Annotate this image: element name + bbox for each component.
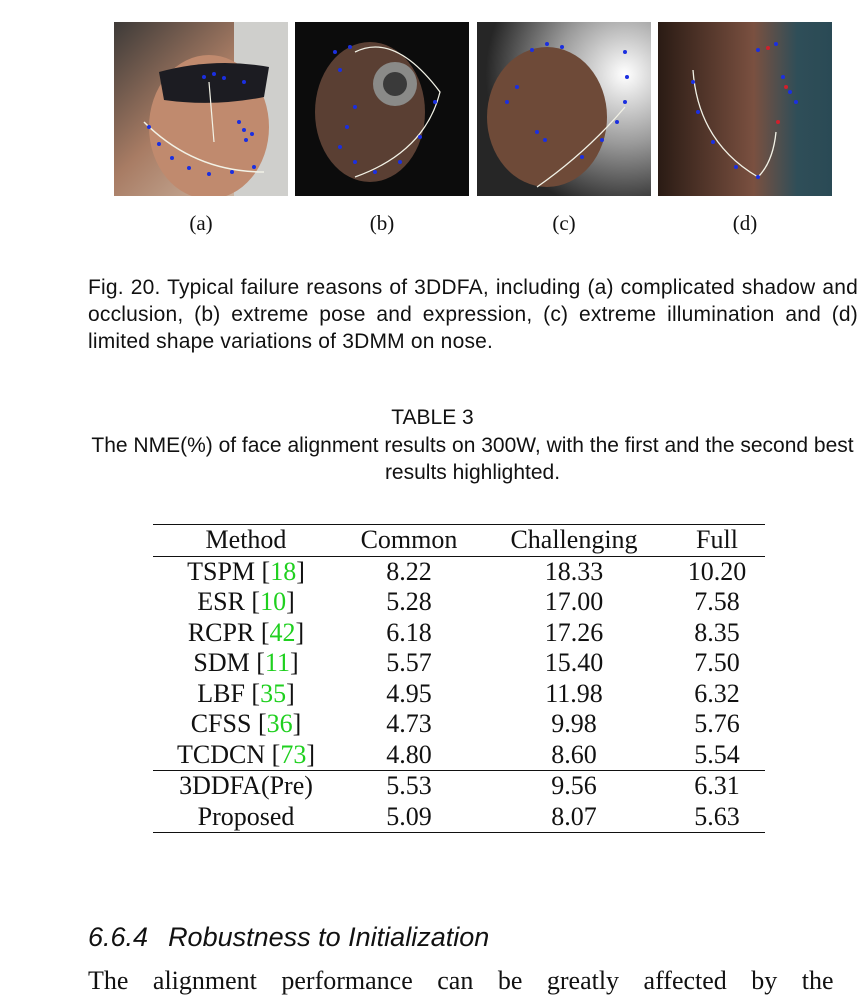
method-cell: RCPR [42] — [187, 617, 305, 647]
full-value: 10.20 — [687, 556, 747, 586]
common-value: 5.28 — [386, 587, 432, 616]
challenging-value: 8.07 — [551, 801, 597, 831]
full-value: 7.50 — [694, 648, 740, 677]
method-cell: TSPM [18] — [187, 556, 305, 586]
method-name: LBF — [197, 678, 245, 708]
method-cell: TCDCN [73] — [177, 739, 315, 769]
challenging-value: 9.56 — [551, 771, 597, 800]
full-value: 8.35 — [694, 617, 740, 647]
citation-link[interactable]: 11 — [264, 648, 290, 677]
method-name: SDM — [193, 648, 250, 677]
table-row: 3DDFA(Pre) 5.53 9.56 6.31 — [153, 770, 765, 802]
method-name: TSPM — [187, 556, 256, 586]
method-name: Proposed — [197, 801, 295, 831]
challenging-value: 8.60 — [551, 739, 597, 769]
citation-link[interactable]: 18 — [270, 556, 297, 586]
common-value: 8.22 — [386, 556, 432, 586]
full-value: 6.31 — [694, 771, 740, 800]
table-row: CFSS [36] 4.73 9.98 5.76 — [153, 709, 765, 740]
method-name: ESR — [197, 587, 245, 616]
method-name: TCDCN — [177, 739, 266, 769]
subfigure-label-c: (c) — [552, 211, 576, 235]
table-row: TSPM [18] 8.22 18.33 10.20 — [153, 556, 765, 587]
full-value: 5.63 — [694, 801, 740, 831]
method-cell: LBF [35] — [197, 678, 295, 708]
subfigure-c-image — [477, 22, 651, 196]
common-value: 5.53 — [386, 771, 432, 800]
table-row: TCDCN [73] 4.80 8.60 5.54 — [153, 740, 765, 771]
subfigure-a-image — [114, 22, 288, 196]
method-name: CFSS — [190, 709, 252, 738]
method-cell: 3DDFA(Pre) — [153, 771, 339, 802]
method-name: 3DDFA(Pre) — [179, 771, 313, 800]
full-value: 5.76 — [694, 709, 740, 738]
section-number: 6.6.4 — [88, 922, 149, 952]
subfigure-label-b: (b) — [369, 211, 395, 235]
table-row: SDM [11] 5.57 15.40 7.50 — [153, 648, 765, 679]
method-cell: ESR [10] — [197, 587, 295, 616]
subfigure-b-image — [295, 22, 469, 196]
common-value: 4.95 — [386, 678, 432, 708]
full-value: 5.54 — [694, 739, 740, 769]
table-row: Proposed 5.09 8.07 5.63 — [153, 802, 765, 833]
citation-link[interactable]: 36 — [266, 709, 293, 738]
challenging-value: 17.00 — [544, 587, 604, 616]
subfigure-label-a: (a) — [189, 211, 213, 235]
common-value: 5.57 — [386, 648, 432, 677]
challenging-value: 18.33 — [544, 556, 604, 586]
column-header: Common — [360, 525, 458, 554]
challenging-value: 9.98 — [551, 709, 597, 738]
challenging-value: 15.40 — [544, 648, 604, 677]
challenging-value: 11.98 — [545, 678, 603, 708]
table-label: TABLE 3 — [391, 406, 474, 429]
common-value: 6.18 — [386, 617, 432, 647]
table-row: ESR [10] 5.28 17.00 7.58 — [153, 587, 765, 618]
table-row: LBF [35] 4.95 11.98 6.32 — [153, 679, 765, 710]
section-body-text: The alignment performance can be greatly… — [88, 966, 834, 995]
citation-link[interactable]: 10 — [260, 587, 287, 616]
subfigure-d-image — [658, 22, 832, 196]
citation-link[interactable]: 73 — [280, 739, 307, 769]
table-header-row: Method Common Challenging Full — [153, 524, 765, 556]
figure-caption: Fig. 20. Typical failure reasons of 3DDF… — [88, 276, 858, 353]
citation-link[interactable]: 35 — [260, 678, 287, 708]
results-table: Method Common Challenging Full TSPM [18]… — [153, 524, 765, 833]
column-header: Challenging — [510, 525, 638, 554]
common-value: 4.80 — [386, 739, 432, 769]
common-value: 5.09 — [386, 801, 432, 831]
citation-link[interactable]: 42 — [269, 617, 296, 647]
method-cell: Proposed — [153, 802, 339, 833]
common-value: 4.73 — [386, 709, 432, 738]
method-name: RCPR — [187, 617, 255, 647]
table-caption: The NME(%) of face alignment results on … — [91, 434, 854, 484]
section-title: Robustness to Initialization — [168, 922, 490, 952]
table-row: RCPR [42] 6.18 17.26 8.35 — [153, 618, 765, 649]
method-cell: SDM [11] — [193, 648, 299, 677]
method-cell: CFSS [36] — [190, 709, 302, 738]
subfigure-label-d: (d) — [732, 211, 758, 235]
challenging-value: 17.26 — [544, 617, 604, 647]
column-header: Full — [696, 525, 738, 554]
full-value: 6.32 — [694, 678, 740, 708]
full-value: 7.58 — [694, 587, 740, 616]
column-header: Method — [205, 525, 287, 554]
section-heading: 6.6.4 Robustness to Initialization — [88, 922, 489, 953]
table-body: TSPM [18] 8.22 18.33 10.20 ESR [10] 5.28 17.00… — [153, 556, 765, 833]
